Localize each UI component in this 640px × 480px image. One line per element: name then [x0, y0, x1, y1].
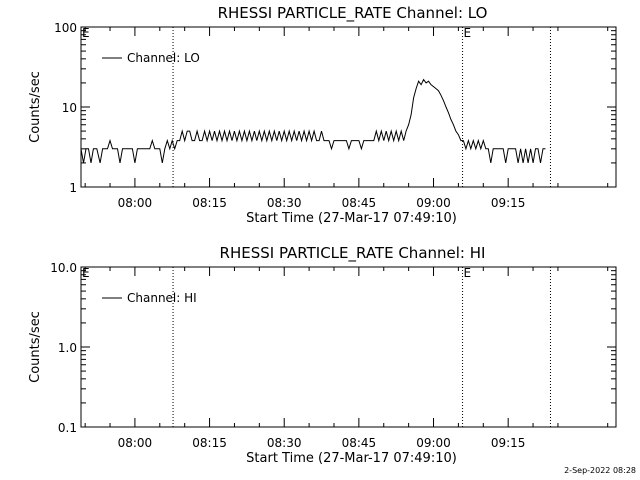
panel-1-y-tick-label: 10 [62, 101, 77, 115]
panel-1-x-tick-label: 08:45 [342, 196, 377, 210]
panel-2-y-tick-label: 1.0 [58, 341, 77, 355]
panel-1-x-tick-label: 08:15 [192, 196, 227, 210]
panel-2-x-tick-label: 08:30 [267, 436, 302, 450]
panel-1-x-axis-label: Start Time (27-Mar-17 07:49:10) [246, 211, 457, 226]
panel-1-event-marker-label: E [82, 26, 90, 40]
panel-2-x-tick-label: 08:00 [118, 436, 153, 450]
plot-timestamp: 2-Sep-2022 08:28 [564, 466, 636, 475]
panel-2-title: RHESSI PARTICLE_RATE Channel: HI [220, 244, 486, 263]
panel-2-y-axis-label: Counts/sec [28, 311, 43, 383]
panel-1-x-tick-label: 08:00 [118, 196, 153, 210]
panel-2-x-tick-label: 08:15 [192, 436, 227, 450]
panel-2-y-tick-label: 0.1 [58, 421, 77, 435]
panel-2-event-marker-label: E [464, 266, 472, 280]
panel-2-x-axis-label: Start Time (27-Mar-17 07:49:10) [246, 451, 457, 466]
panel-1-y-tick-label: 100 [54, 21, 77, 35]
panel-2-x-tick-label: 08:45 [342, 436, 377, 450]
panel-1-y-tick-label: 1 [69, 181, 77, 195]
panel-1-series-line-1 [80, 78, 546, 164]
panel-2-x-tick-label: 09:15 [491, 436, 526, 450]
panel-1-legend-label: Channel: LO [127, 51, 200, 65]
panel-1-x-tick-label: 08:30 [267, 196, 302, 210]
panel-1-event-marker-label: E [464, 26, 472, 40]
panel-1-x-tick-label: 09:00 [416, 196, 451, 210]
panel-1-y-axis-label: Counts/sec [28, 71, 43, 143]
panel-2-event-marker-label: E [82, 266, 90, 280]
panel-2-y-tick-label: 10.0 [50, 261, 77, 275]
panel-2-legend-label: Channel: HI [127, 291, 197, 305]
panel-2-x-tick-label: 09:00 [416, 436, 451, 450]
panel-1-x-tick-label: 09:15 [491, 196, 526, 210]
panel-1-title: RHESSI PARTICLE_RATE Channel: LO [218, 4, 488, 23]
